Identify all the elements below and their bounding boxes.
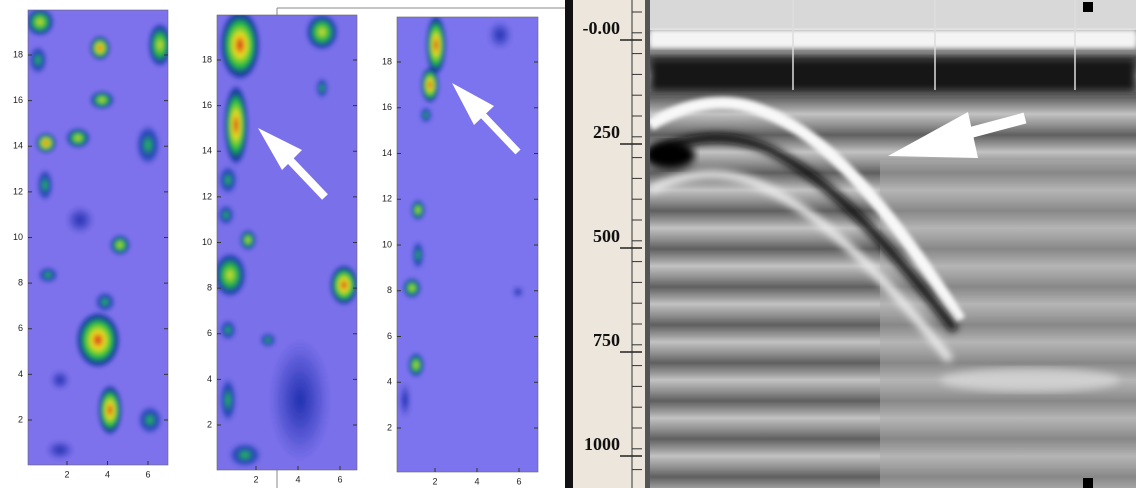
x-tick-label: 4 — [474, 476, 479, 486]
x-tick-label: 2 — [64, 469, 69, 479]
heatmap-3 — [397, 15, 538, 472]
heatmap-2 — [214, 10, 358, 470]
heatmap-1 — [26, 8, 172, 465]
separator — [565, 0, 573, 488]
y-tick-label: 8 — [18, 278, 23, 288]
y-tick-label: 4 — [18, 369, 23, 379]
y-tick-label: 6 — [18, 323, 23, 333]
separator — [645, 0, 650, 488]
figure: 2 4 6 8 10 12 14 16 18 2 4 6 2 4 6 8 10 12 14 16 18 2 4 6 2 4 6 8 10… — [0, 0, 1136, 488]
x-tick-label: 6 — [516, 476, 521, 486]
y-tick-label: 14 — [202, 146, 212, 156]
y-tick-label: 18 — [13, 49, 23, 59]
y-tick-label: 14 — [382, 148, 392, 158]
x-tick-label: 6 — [337, 474, 342, 484]
y-tick-label: 18 — [202, 54, 212, 64]
y-tick-label: 16 — [382, 102, 392, 112]
y-tick-label: 2 — [207, 419, 212, 429]
x-tick-label: 2 — [253, 474, 258, 484]
y-tick-label: 10 — [202, 237, 212, 247]
y-tick-label: 6 — [207, 328, 212, 338]
x-tick-label: 4 — [105, 469, 110, 479]
y-tick-label: 14 — [13, 141, 23, 151]
depth-label: 500 — [593, 226, 620, 246]
y-tick-label: 12 — [13, 186, 23, 196]
y-tick-label: 10 — [13, 232, 23, 242]
depth-label: 1000 — [584, 434, 620, 454]
y-tick-label: 18 — [382, 56, 392, 66]
y-tick-label: 4 — [387, 377, 392, 387]
y-tick-label: 12 — [382, 194, 392, 204]
y-tick-label: 4 — [207, 374, 212, 384]
y-tick-label: 2 — [387, 422, 392, 432]
x-tick-label: 4 — [295, 474, 300, 484]
y-tick-label: 16 — [13, 95, 23, 105]
y-tick-label: 16 — [202, 100, 212, 110]
depth-label: -0.00 — [583, 18, 621, 38]
radargram — [645, 0, 1136, 488]
y-tick-label: 2 — [18, 414, 23, 424]
y-tick-label: 6 — [387, 331, 392, 341]
x-tick-label: 2 — [432, 476, 437, 486]
figure-canvas: 2 4 6 8 10 12 14 16 18 2 4 6 2 4 6 8 10 12 14 16 18 2 4 6 2 4 6 8 10… — [0, 0, 1136, 488]
y-tick-label: 10 — [382, 239, 392, 249]
depth-label: 250 — [593, 122, 620, 142]
y-tick-label: 8 — [387, 285, 392, 295]
y-tick-label: 12 — [202, 191, 212, 201]
depth-label: 750 — [593, 330, 620, 350]
y-tick-label: 8 — [207, 283, 212, 293]
x-tick-label: 6 — [145, 469, 150, 479]
